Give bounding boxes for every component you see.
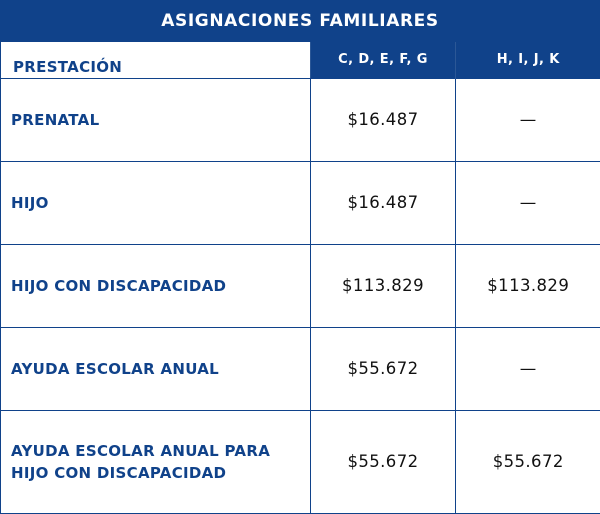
amount-cell: $55.672 xyxy=(311,410,456,513)
amount-cell: $113.829 xyxy=(311,244,456,327)
benefits-table: PRESTACIÓN C, D, E, F, G H, I, J, K PREN… xyxy=(0,42,600,514)
amount-cell: $16.487 xyxy=(311,78,456,161)
table-row: AYUDA ESCOLAR ANUAL $55.672 — xyxy=(1,327,600,410)
amount-cell: $113.829 xyxy=(456,244,600,327)
header-group-cdefg: C, D, E, F, G xyxy=(311,42,456,78)
table-header: PRESTACIÓN C, D, E, F, G H, I, J, K xyxy=(1,42,600,78)
row-label: PRENATAL xyxy=(1,78,311,161)
table-row: PRENATAL $16.487 — xyxy=(1,78,600,161)
row-label: HIJO CON DISCAPACIDAD xyxy=(1,244,311,327)
header-prestacion: PRESTACIÓN xyxy=(1,42,311,78)
row-label: AYUDA ESCOLAR ANUAL xyxy=(1,327,311,410)
amount-cell: $55.672 xyxy=(456,410,600,513)
header-group-hijk: H, I, J, K xyxy=(456,42,600,78)
amount-cell: $16.487 xyxy=(311,161,456,244)
table-row: AYUDA ESCOLAR ANUAL PARA HIJO CON DISCAP… xyxy=(1,410,600,513)
table-row: HIJO CON DISCAPACIDAD $113.829 $113.829 xyxy=(1,244,600,327)
title-text: ASIGNACIONES FAMILIARES xyxy=(161,11,438,31)
table-row: HIJO $16.487 — xyxy=(1,161,600,244)
amount-cell: — xyxy=(456,327,600,410)
amount-cell: — xyxy=(456,78,600,161)
amount-cell: — xyxy=(456,161,600,244)
row-label: AYUDA ESCOLAR ANUAL PARA HIJO CON DISCAP… xyxy=(1,410,311,513)
row-label: HIJO xyxy=(1,161,311,244)
page-title: ASIGNACIONES FAMILIARES xyxy=(0,0,600,42)
amount-cell: $55.672 xyxy=(311,327,456,410)
